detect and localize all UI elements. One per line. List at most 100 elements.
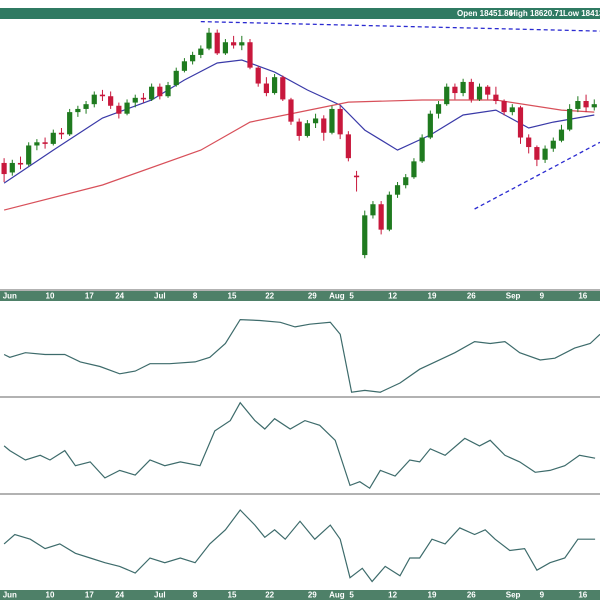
trendline [474,141,600,210]
x-tick-label: 24 [115,591,124,600]
indicator-line [3,401,596,490]
x-tick-label: 15 [228,292,237,301]
candle-body [1,162,7,175]
candle-body [526,137,532,148]
candle-body [206,32,212,49]
candle-body [509,107,515,113]
x-tick-label: 19 [428,292,437,301]
x-tick-label: 29 [308,591,317,600]
candle-body [173,70,179,86]
candle-body [386,194,392,230]
candle-body [591,104,597,108]
candle-body [26,145,32,165]
candle-body [280,77,286,100]
candle-body [165,85,171,97]
header-text: Open 18451.86 [457,9,514,18]
candle-body [9,162,15,173]
candle-body [427,113,433,138]
axis-strip [0,291,600,301]
x-tick-label: 22 [265,591,274,600]
candle-body [435,104,442,114]
candle-body [304,123,310,136]
candle-body [329,108,335,133]
indicator-line [3,318,600,393]
header-text: Low 18413 [563,9,600,18]
candle-body [534,147,540,160]
indicator-line [3,509,596,583]
candle-body [190,54,196,62]
candle-body [542,148,548,160]
x-tick-label: 24 [115,292,124,301]
candle-body [567,108,573,130]
candle-body [419,137,425,162]
x-tick-label: 16 [578,292,587,301]
candle-body [198,48,204,55]
candle-body [34,142,40,146]
candle-body [75,108,81,113]
candle-body [108,96,114,106]
x-tick-label: Jun [3,292,17,301]
candle-body [157,86,163,97]
candle-body [132,97,138,103]
x-tick-label: Sep [506,292,521,301]
moving-average [3,59,595,184]
candle-body [460,81,466,94]
x-tick-label: 5 [349,292,354,301]
candle-body [378,204,384,230]
candle-body [444,86,450,105]
candle-body [353,175,360,178]
candle-body [485,86,491,95]
x-tick-label: Jul [154,292,166,301]
candle-body [476,86,483,100]
candle-body [296,121,302,136]
x-tick-label: 29 [308,292,317,301]
candle-body [124,102,130,114]
header-text: High 18620.71 [510,9,564,18]
candle-body [312,118,319,124]
x-tick-label: 5 [349,591,354,600]
candle-body [67,112,73,135]
x-tick-label: Aug [329,292,345,301]
x-tick-label: 9 [540,591,545,600]
candle-body [558,129,565,141]
candle-body [42,142,48,144]
x-tick-label: 8 [193,292,198,301]
candle-body [116,105,122,114]
candle-body [517,107,524,138]
candle-body [239,42,245,46]
candle-body [345,134,351,159]
candle-body [255,67,261,84]
x-tick-label: 26 [467,591,476,600]
candle-body [370,204,376,216]
x-tick-label: 8 [193,591,198,600]
candle-body [214,32,220,54]
x-tick-label: Jun [3,591,17,600]
candle-body [231,42,237,46]
candle-body [403,177,409,186]
x-tick-label: Sep [506,591,521,600]
candle-body [91,94,97,105]
candle-body [493,94,499,101]
candle-body [288,99,294,122]
axis-strip [0,590,600,600]
candle-body [17,162,24,165]
x-tick-label: 10 [46,591,55,600]
candle-body [58,132,65,135]
x-tick-label: 19 [428,591,437,600]
candle-body [271,77,278,94]
candle-body [394,185,401,195]
x-tick-label: 12 [388,292,397,301]
candle-body [247,42,253,68]
x-tick-label: Aug [329,591,345,600]
candle-body [99,94,106,97]
candle-body [362,215,368,256]
candle-body [583,101,589,108]
candle-body [222,42,229,54]
candle-body [550,140,556,149]
candle-body [321,118,327,133]
candle-body [575,101,581,109]
x-tick-label: 15 [228,591,237,600]
candle-body [263,83,269,94]
